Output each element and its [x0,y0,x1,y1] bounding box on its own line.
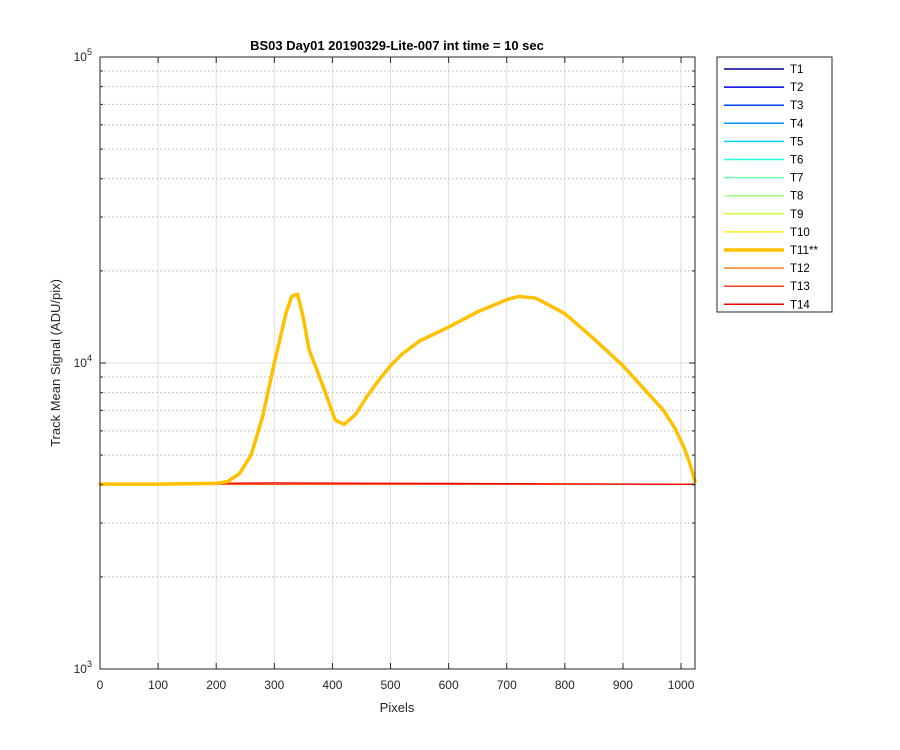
x-axis-label: Pixels [380,700,415,715]
legend-label: T4 [790,118,804,130]
legend-label: T5 [790,136,803,148]
legend-label: T14 [790,299,810,311]
series-line-t11 [98,292,697,486]
x-tick-label: 0 [97,678,104,692]
legend-label: T2 [790,82,803,94]
x-tick-label: 800 [555,678,575,692]
y-axis-label: Track Mean Signal (ADU/pix) [48,279,63,447]
ticks: 0 100 200 300 400 500 600 700 800 900 1000 103 104 10… [74,47,695,692]
series-layer [98,292,697,486]
y-tick-label: 104 [74,353,92,370]
x-tick-label: 400 [322,678,342,692]
legend-label: T12 [790,263,810,275]
x-tick-label: 200 [206,678,226,692]
legend-label: T13 [790,281,810,293]
legend-label: T7 [790,173,803,185]
y-tick-label: 105 [74,47,92,64]
legend: T1 T2 T3 T4 T5 T6 T7 T8 T9 T10 T11** T12 T13 T14 [716,56,833,313]
legend-label: T8 [790,191,803,203]
legend-label: T3 [790,100,803,112]
grid [99,57,695,669]
legend-label: T6 [790,155,803,167]
x-tick-label: 100 [148,678,168,692]
x-tick-label: 500 [381,678,401,692]
legend-label: T11** [790,245,818,257]
chart-title: BS03 Day01 20190329-Lite-007 int time = … [250,38,544,53]
x-tick-label: 300 [264,678,284,692]
legend-label: T10 [790,227,810,239]
x-tick-label: 700 [497,678,517,692]
legend-box [716,56,833,313]
legend-label: T9 [790,209,803,221]
y-tick-label: 103 [74,659,92,676]
legend-label: T1 [790,64,803,76]
x-tick-label: 600 [439,678,459,692]
x-tick-label: 900 [613,678,633,692]
x-tick-label: 1000 [668,678,695,692]
